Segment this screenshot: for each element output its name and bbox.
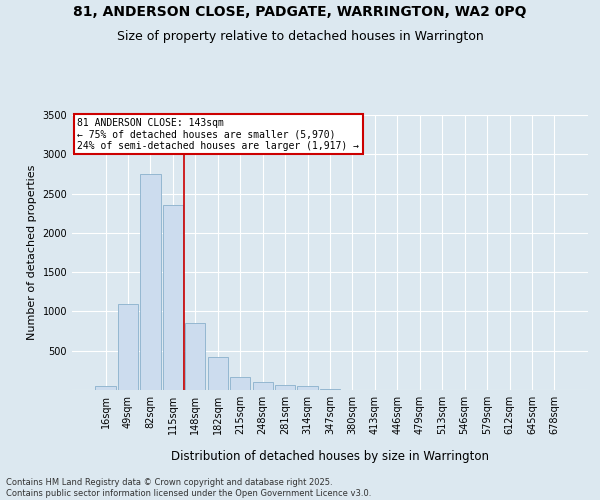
Bar <box>163 206 183 390</box>
Bar <box>185 323 205 390</box>
Bar <box>253 382 273 390</box>
Bar <box>208 357 228 390</box>
Y-axis label: Number of detached properties: Number of detached properties <box>27 165 37 340</box>
Bar <box>320 389 340 390</box>
Bar <box>275 384 295 390</box>
Text: Distribution of detached houses by size in Warrington: Distribution of detached houses by size … <box>171 450 489 463</box>
Bar <box>95 386 116 390</box>
Text: 81, ANDERSON CLOSE, PADGATE, WARRINGTON, WA2 0PQ: 81, ANDERSON CLOSE, PADGATE, WARRINGTON,… <box>73 5 527 19</box>
Text: Contains HM Land Registry data © Crown copyright and database right 2025.
Contai: Contains HM Land Registry data © Crown c… <box>6 478 371 498</box>
Text: 81 ANDERSON CLOSE: 143sqm
← 75% of detached houses are smaller (5,970)
24% of se: 81 ANDERSON CLOSE: 143sqm ← 75% of detac… <box>77 118 359 151</box>
Bar <box>118 304 138 390</box>
Text: Size of property relative to detached houses in Warrington: Size of property relative to detached ho… <box>116 30 484 43</box>
Bar <box>230 378 250 390</box>
Bar <box>140 174 161 390</box>
Bar <box>298 386 317 390</box>
